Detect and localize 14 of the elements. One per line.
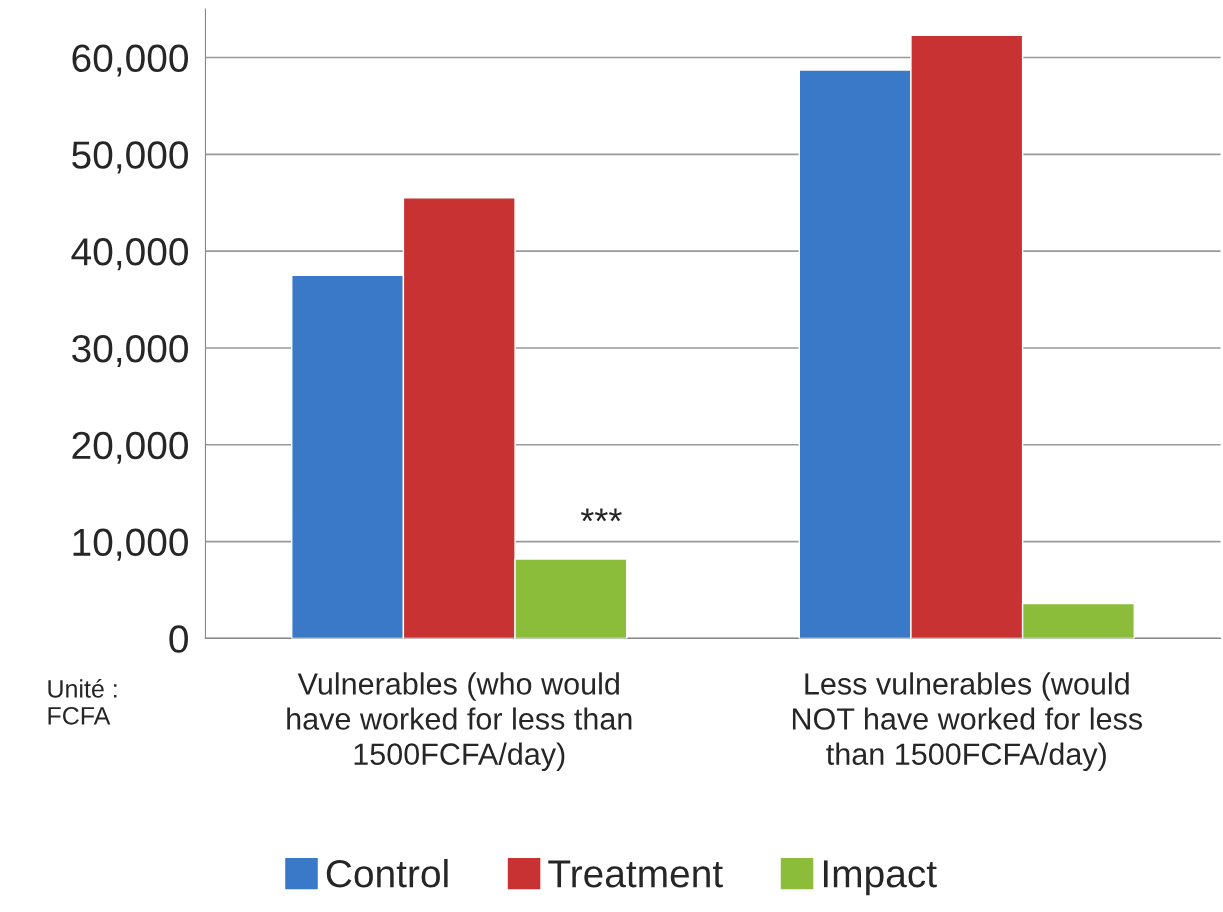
x-tick-label: Less vulnerables (would NOT have worked for less than 1500FCFA/day) — [792, 672, 1143, 772]
y-tick-label: 0 — [169, 625, 188, 653]
x-tick-label: Vulnerables (who would have worked for less than 1500FCFA/day) — [287, 672, 632, 772]
y-tick-label: 10,000 — [73, 528, 188, 561]
y-tick-label: 60,000 — [72, 44, 188, 77]
y-tick-label: 40,000 — [71, 238, 188, 271]
text: Unité : FCFA — [48, 679, 117, 725]
legend-label: Impact — [823, 860, 937, 896]
y-tick-label: 20,000 — [72, 431, 188, 464]
legend-label: Treatment — [548, 860, 723, 888]
y-tick-label: 50,000 — [72, 141, 188, 174]
legend-label: Control — [326, 858, 448, 888]
y-tick-label: 30,000 — [72, 334, 188, 368]
annotation: *** — [580, 508, 622, 522]
